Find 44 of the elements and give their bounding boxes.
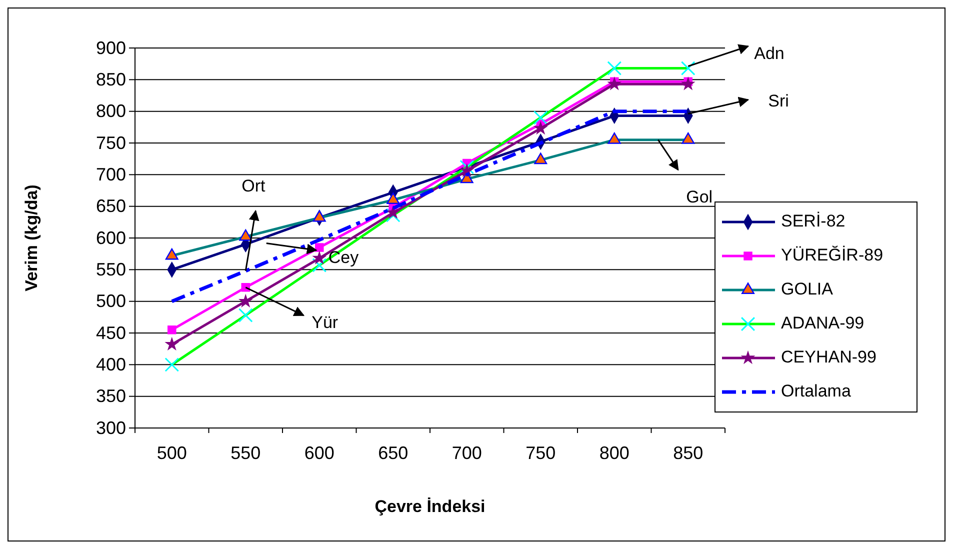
point	[682, 78, 694, 90]
x-tick-label: 800	[599, 442, 630, 463]
annotation: Cey	[328, 248, 360, 267]
x-tick-label: 700	[452, 442, 482, 463]
y-tick-label: 300	[96, 418, 126, 438]
x-tick-label: 600	[304, 442, 334, 463]
legend-label: CEYHAN-99	[781, 347, 876, 366]
point	[313, 252, 326, 264]
y-tick-label: 900	[96, 38, 126, 58]
point	[239, 294, 252, 307]
point	[534, 122, 547, 134]
y-tick-label: 500	[96, 291, 126, 312]
annotation: Gol	[686, 187, 713, 206]
annotation: Ort	[242, 176, 266, 196]
y-tick-label: 800	[96, 101, 126, 122]
point	[166, 338, 178, 350]
point	[315, 243, 324, 252]
x-tick-label: 500	[156, 442, 187, 463]
y-tick-label: 600	[96, 228, 126, 248]
y-tick-label: 700	[96, 164, 126, 184]
x-tick-label: 850	[673, 442, 704, 463]
x-tick-label: 750	[526, 442, 556, 463]
y-tick-label: 450	[96, 322, 126, 343]
x-tick-label: 550	[230, 442, 261, 463]
y-tick-label: 350	[96, 386, 126, 406]
annotation: Yür	[312, 312, 338, 332]
y-tick-label: 750	[96, 132, 126, 153]
point	[608, 78, 621, 90]
y-tick-label: 850	[96, 69, 126, 90]
legend-label: YÜREĞİR-89	[781, 245, 884, 264]
legend-label: SERİ-82	[781, 211, 846, 230]
point	[386, 206, 400, 218]
x-tick-label: 650	[378, 442, 408, 463]
legend-label: GOLIA	[781, 279, 834, 298]
x-axis-title: Çevre İndeksi	[374, 497, 486, 516]
annotation: Sri	[768, 91, 789, 110]
point	[168, 325, 176, 334]
y-tick-label: 650	[96, 196, 126, 216]
legend-label: ADANA-99	[781, 313, 864, 332]
y-axis-title: Verim (kg/da)	[22, 184, 41, 292]
legend-label: Ortalama	[781, 381, 852, 400]
y-tick-label: 400	[96, 354, 126, 374]
annotation: Adn	[754, 44, 784, 63]
y-tick-label: 550	[96, 259, 126, 280]
